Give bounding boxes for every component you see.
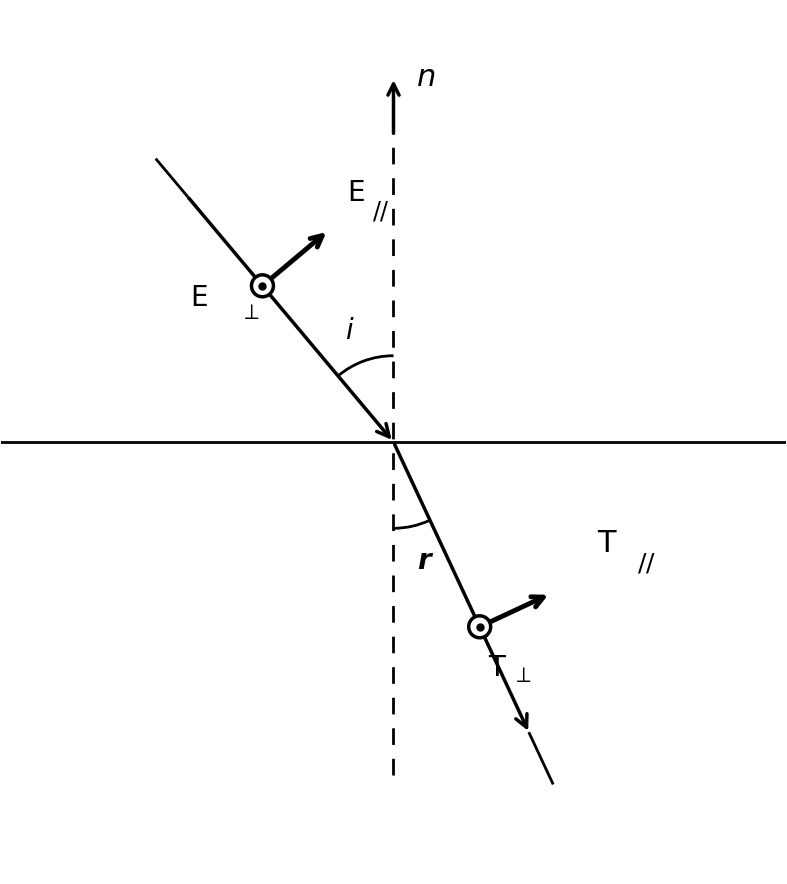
Text: $\mathregular{T}$: $\mathregular{T}$: [487, 654, 507, 682]
Text: $\mathregular{T}$: $\mathregular{T}$: [597, 530, 618, 559]
Text: $\mathregular{E}$: $\mathregular{E}$: [346, 179, 364, 208]
Text: r: r: [417, 546, 430, 575]
Text: $\mathregular{\perp}$: $\mathregular{\perp}$: [511, 666, 532, 686]
Text: n: n: [417, 63, 437, 92]
Text: $\mathregular{//}$: $\mathregular{//}$: [637, 552, 656, 575]
Text: $\mathregular{//}$: $\mathregular{//}$: [372, 199, 390, 223]
Text: $\mathregular{E}$: $\mathregular{E}$: [190, 284, 208, 311]
Text: i: i: [345, 317, 353, 346]
Circle shape: [469, 616, 490, 637]
Circle shape: [252, 275, 273, 297]
Text: $\mathregular{\perp}$: $\mathregular{\perp}$: [239, 303, 260, 324]
